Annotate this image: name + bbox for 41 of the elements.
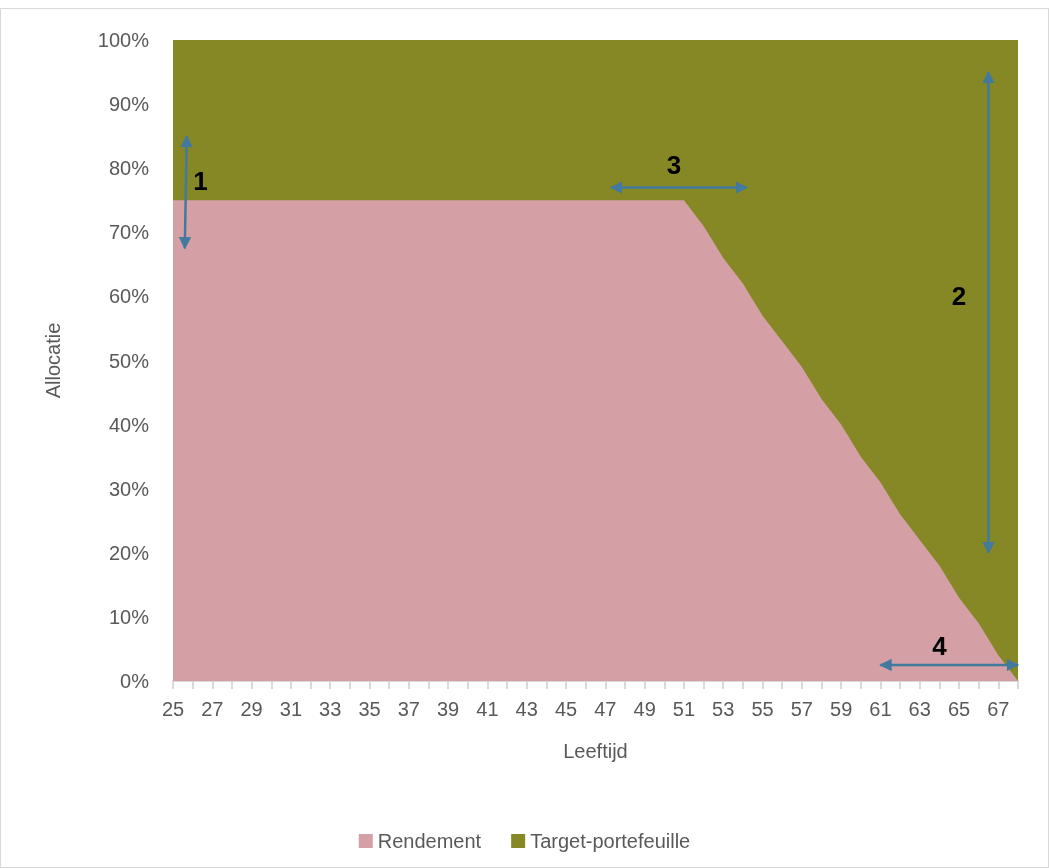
x-tick-label: 43: [515, 698, 538, 720]
x-tick-label: 29: [240, 698, 263, 720]
x-tick-label: 51: [672, 698, 696, 720]
x-tick-label: 27: [201, 698, 224, 720]
x-tick-label: 63: [908, 698, 931, 720]
x-tick-label: 61: [869, 698, 892, 720]
annotation: 3: [666, 149, 682, 180]
x-tick-label: 33: [319, 698, 342, 720]
y-tick-label: 20%: [108, 541, 150, 564]
x-tick-label: 65: [947, 698, 971, 720]
x-tick-label: 41: [476, 698, 499, 720]
x-tick-label: 35: [358, 698, 381, 720]
y-tick-label: 60%: [108, 285, 150, 308]
annotation: 2: [951, 281, 967, 312]
x-tick-label: 25: [161, 698, 185, 720]
annotation: 4: [932, 630, 947, 661]
x-tick-label: 67: [987, 698, 1010, 720]
x-axis-title: Leeftijd: [563, 740, 628, 762]
x-tick-label: 49: [633, 698, 656, 720]
y-tick-label: 50%: [108, 349, 150, 372]
x-tick-label: 39: [436, 698, 460, 720]
y-tick-label: 0%: [120, 670, 150, 692]
y-tick-label: 80%: [108, 157, 150, 180]
x-tick-label: 31: [279, 698, 303, 720]
y-tick-label: 90%: [108, 93, 150, 116]
legend-label: Rendement: [377, 830, 482, 852]
x-tick-label: 57: [790, 698, 813, 720]
y-tick-label: 100%: [97, 29, 150, 51]
legend-label: Target-portefeuille: [530, 830, 691, 852]
y-tick-label: 10%: [108, 605, 150, 628]
x-tick-label: 55: [751, 698, 774, 720]
annotation: 1: [193, 166, 208, 197]
y-tick-label: 30%: [108, 477, 150, 500]
x-tick-label: 47: [594, 698, 617, 720]
y-axis-title: Allocatie: [42, 322, 64, 399]
x-tick-label: 59: [830, 698, 853, 720]
x-tick-label: 53: [712, 698, 735, 720]
x-tick-label: 45: [554, 698, 578, 720]
y-tick-label: 70%: [108, 221, 150, 244]
y-tick-label: 40%: [108, 413, 150, 436]
x-tick-label: 37: [397, 698, 420, 720]
